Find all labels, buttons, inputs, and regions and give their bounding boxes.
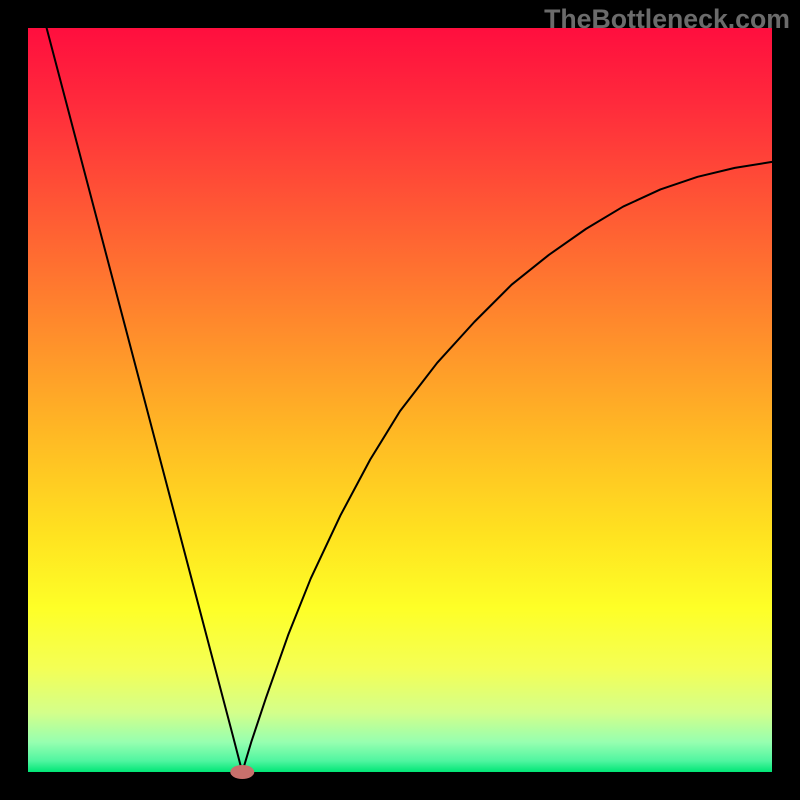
watermark-text: TheBottleneck.com	[544, 4, 790, 35]
chart-svg	[0, 0, 800, 800]
bottleneck-chart: TheBottleneck.com	[0, 0, 800, 800]
optimal-marker	[230, 765, 254, 779]
plot-area	[28, 28, 772, 772]
